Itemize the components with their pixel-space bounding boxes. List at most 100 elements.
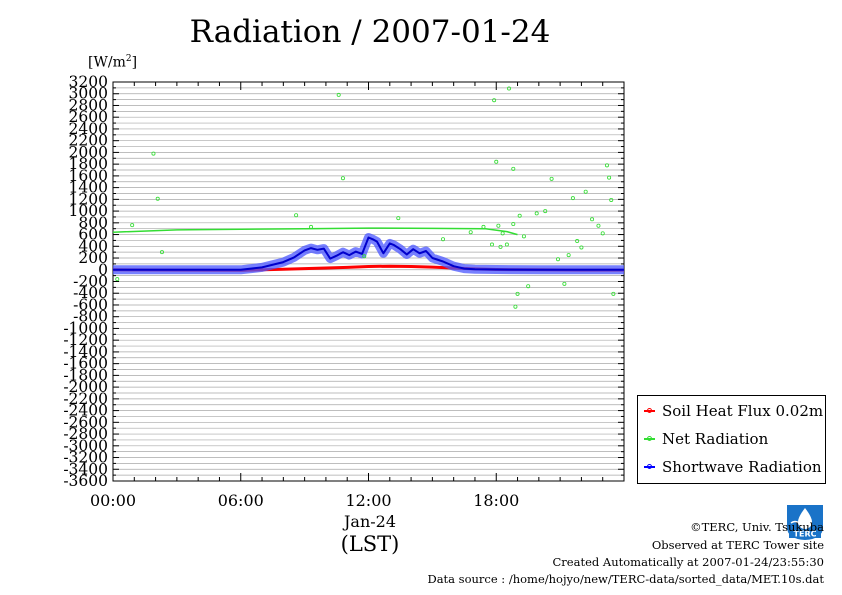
logo-text: TERC [794,530,817,539]
scatter-point [151,151,156,156]
y-tick-label: -1600 [63,355,108,373]
series-layer [113,86,624,309]
y-tick-label: -1400 [63,343,108,361]
y-tick-label: 0 [98,261,108,279]
scatter-point [507,86,512,91]
y-tick-label: -1800 [63,366,108,384]
scatter-point [492,98,497,103]
scatter-point [489,242,494,247]
copyright-text: ©TERC, Univ. Tsukuba [690,520,824,534]
series-line-shortwave [113,236,624,271]
scatter-point [579,245,584,250]
y-tick-label: -3400 [63,460,108,478]
x-axis-date-label: Jan-24 [343,512,397,531]
scatter-point [500,231,505,236]
grid-lines [113,81,624,482]
y-tick-label: -1000 [63,319,108,337]
legend-item-soil-heat-flux: Soil Heat Flux 0.02m [644,400,823,422]
y-tick-label: -3000 [63,437,108,455]
y-tick-label: -3600 [63,472,108,490]
y-tick-label: 2200 [69,132,108,150]
legend-label: Soil Heat Flux 0.02m [662,402,824,420]
y-tick-label: -400 [73,284,108,302]
legend-label: Shortwave Radiation [662,458,822,476]
scatter-point [494,159,499,164]
scatter-point [526,284,531,289]
scatter-point [534,211,539,216]
scatter-point [607,175,612,180]
series-line-net-radiation [113,227,518,236]
scatter-point [549,176,554,181]
y-tick-label: 3200 [69,73,108,91]
terc-logo-icon: TERC [787,505,823,540]
scatter-point [555,257,560,262]
scatter-point [309,224,314,229]
y-tick-label: 1600 [69,167,108,185]
scatter-point [513,304,518,309]
x-tick-label: 00:00 [90,491,136,510]
scatter-point [155,196,160,201]
y-tick-label: 1200 [69,190,108,208]
scatter-point [570,196,575,201]
scatter-point [515,291,520,296]
y-tick-label: 1000 [69,202,108,220]
y-tick-label: -1200 [63,331,108,349]
scatter-point [115,277,120,282]
y-tick-label: 600 [78,226,108,244]
y-tick-labels: 3200300028002600240022002000180016001400… [63,73,108,490]
legend-swatch-net-radiation [644,436,655,441]
scatter-point [590,217,595,222]
scatter-point [609,197,614,202]
scatter-point [611,291,616,296]
y-tick-label: -2600 [63,413,108,431]
y-axis-unit-label: [W/m2] [88,54,138,71]
scatter-point [481,224,486,229]
x-tick-label: 18:00 [473,491,519,510]
scatter-point [583,189,588,194]
x-axis-timezone-label: (LST) [340,532,400,556]
y-tick-label: -200 [73,273,108,291]
x-tick-labels: 00:00 06:00 12:00 18:00 [90,491,519,510]
legend: Soil Heat Flux 0.02m Net Radiation Short… [637,395,826,484]
legend-swatch-soil-heat-flux [644,408,655,413]
y-tick-label: 400 [78,237,108,255]
scatter-point [498,244,503,249]
scatter-point [468,230,473,235]
y-tick-label: 800 [78,214,108,232]
scatter-point [511,221,516,226]
scatter-point [396,216,401,221]
scatter-point [543,209,548,214]
y-tick-label: 200 [78,249,108,267]
scatter-point [600,231,605,236]
y-tick-label: -2200 [63,390,108,408]
scatter-point [336,92,341,97]
observed-text: Observed at TERC Tower site [651,538,824,552]
y-tick-label: 2800 [69,96,108,114]
legend-item-net-radiation: Net Radiation [644,428,768,450]
y-tick-label: 2600 [69,108,108,126]
scatter-point [562,281,567,286]
scatter-point [504,242,509,247]
y-tick-label: -800 [73,308,108,326]
series-band-shortwave [113,233,624,275]
y-tick-label: 1400 [69,179,108,197]
scatter-point [604,163,609,168]
x-tick-label: 12:00 [345,491,391,510]
y-tick-label: 3000 [69,85,108,103]
scatter-point [575,239,580,244]
scatter-point [159,250,164,255]
scatter-point [566,253,571,258]
legend-swatch-shortwave-radiation [644,464,655,469]
created-text: Created Automatically at 2007-01-24/23:5… [552,555,825,569]
scatter-point [441,237,446,242]
legend-item-shortwave-radiation: Shortwave Radiation [644,456,822,478]
scatter-point [517,213,522,218]
scatter-point [340,176,345,181]
x-tick-label: 06:00 [218,491,264,510]
scatter-point [294,213,299,218]
data-source-text: Data source : /home/hojyo/new/TERC-data/… [427,572,824,586]
y-tick-label: -3200 [63,449,108,467]
y-tick-label: -2400 [63,402,108,420]
y-tick-label: -2800 [63,425,108,443]
